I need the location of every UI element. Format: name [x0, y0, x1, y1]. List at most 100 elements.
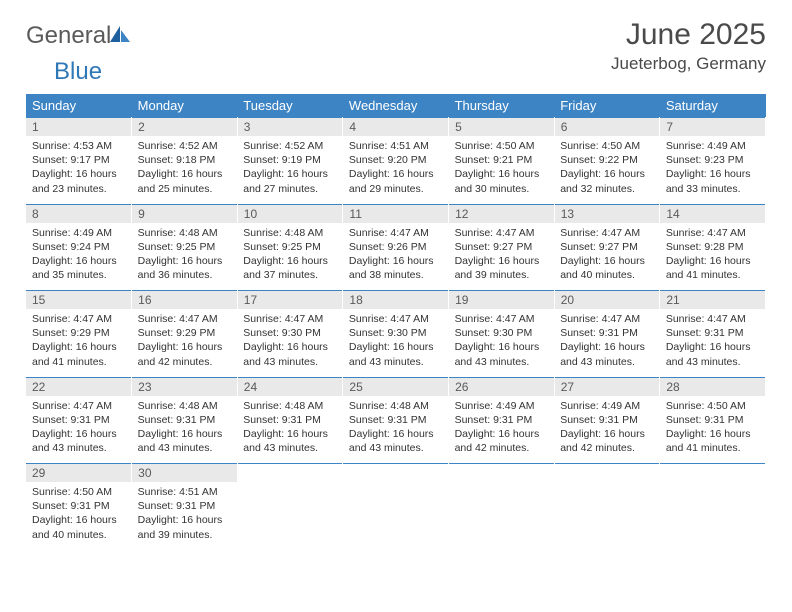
- daylight-line: Daylight: 16 hours and 43 minutes.: [666, 340, 760, 368]
- daylight-line: Daylight: 16 hours and 42 minutes.: [560, 427, 654, 455]
- day-content-cell: Sunrise: 4:49 AMSunset: 9:24 PMDaylight:…: [26, 223, 132, 291]
- daylight-line: Daylight: 16 hours and 38 minutes.: [349, 254, 443, 282]
- day-number-cell: 20: [554, 291, 660, 310]
- day-content-cell: Sunrise: 4:47 AMSunset: 9:31 PMDaylight:…: [554, 309, 660, 377]
- day-number-cell: 21: [660, 291, 766, 310]
- day-number-row: 22232425262728: [26, 377, 766, 396]
- daylight-line: Daylight: 16 hours and 41 minutes.: [666, 427, 760, 455]
- sunrise-line: Sunrise: 4:49 AM: [32, 226, 126, 240]
- sunset-line: Sunset: 9:29 PM: [32, 326, 126, 340]
- sunrise-line: Sunrise: 4:47 AM: [32, 312, 126, 326]
- day-number-cell: 22: [26, 377, 132, 396]
- sunset-line: Sunset: 9:31 PM: [560, 326, 654, 340]
- sunrise-line: Sunrise: 4:48 AM: [349, 399, 443, 413]
- day-content-cell: Sunrise: 4:48 AMSunset: 9:31 PMDaylight:…: [237, 396, 343, 464]
- sunset-line: Sunset: 9:30 PM: [349, 326, 443, 340]
- sunset-line: Sunset: 9:19 PM: [243, 153, 337, 167]
- sunset-line: Sunset: 9:23 PM: [666, 153, 760, 167]
- day-number-cell: [237, 464, 343, 483]
- day-number-row: 891011121314: [26, 204, 766, 223]
- daylight-line: Daylight: 16 hours and 43 minutes.: [243, 340, 337, 368]
- day-number-cell: 19: [449, 291, 555, 310]
- sunrise-line: Sunrise: 4:50 AM: [560, 139, 654, 153]
- sunrise-line: Sunrise: 4:49 AM: [560, 399, 654, 413]
- daylight-line: Daylight: 16 hours and 23 minutes.: [32, 167, 126, 195]
- day-number-row: 2930: [26, 464, 766, 483]
- day-number-cell: [554, 464, 660, 483]
- daylight-line: Daylight: 16 hours and 39 minutes.: [138, 513, 232, 541]
- day-number-cell: 7: [660, 118, 766, 137]
- brand-logo: General Blue: [26, 24, 131, 84]
- sunset-line: Sunset: 9:26 PM: [349, 240, 443, 254]
- sunset-line: Sunset: 9:30 PM: [455, 326, 549, 340]
- day-number-cell: 27: [554, 377, 660, 396]
- sunrise-line: Sunrise: 4:47 AM: [666, 312, 760, 326]
- day-number-cell: 11: [343, 204, 449, 223]
- daylight-line: Daylight: 16 hours and 27 minutes.: [243, 167, 337, 195]
- day-number-cell: [449, 464, 555, 483]
- sunrise-line: Sunrise: 4:48 AM: [138, 399, 232, 413]
- day-number-cell: 1: [26, 118, 132, 137]
- sunset-line: Sunset: 9:28 PM: [666, 240, 760, 254]
- day-content-cell: Sunrise: 4:50 AMSunset: 9:31 PMDaylight:…: [660, 396, 766, 464]
- day-number-cell: 8: [26, 204, 132, 223]
- sail-icon: [109, 25, 131, 48]
- day-content-cell: Sunrise: 4:48 AMSunset: 9:31 PMDaylight:…: [343, 396, 449, 464]
- sunset-line: Sunset: 9:27 PM: [560, 240, 654, 254]
- day-content-cell: [660, 482, 766, 550]
- daylight-line: Daylight: 16 hours and 37 minutes.: [243, 254, 337, 282]
- day-content-cell: Sunrise: 4:49 AMSunset: 9:31 PMDaylight:…: [554, 396, 660, 464]
- day-number-row: 15161718192021: [26, 291, 766, 310]
- location-subtitle: Jueterbog, Germany: [611, 54, 766, 74]
- weekday-header: Thursday: [449, 94, 555, 118]
- day-content-cell: [554, 482, 660, 550]
- day-content-row: Sunrise: 4:49 AMSunset: 9:24 PMDaylight:…: [26, 223, 766, 291]
- day-content-cell: Sunrise: 4:48 AMSunset: 9:25 PMDaylight:…: [132, 223, 238, 291]
- sunset-line: Sunset: 9:31 PM: [32, 413, 126, 427]
- day-number-cell: [343, 464, 449, 483]
- sunrise-line: Sunrise: 4:52 AM: [138, 139, 232, 153]
- sunset-line: Sunset: 9:31 PM: [666, 326, 760, 340]
- sunset-line: Sunset: 9:25 PM: [138, 240, 232, 254]
- sunrise-line: Sunrise: 4:47 AM: [138, 312, 232, 326]
- daylight-line: Daylight: 16 hours and 25 minutes.: [138, 167, 232, 195]
- day-number-cell: 2: [132, 118, 238, 137]
- day-content-row: Sunrise: 4:47 AMSunset: 9:29 PMDaylight:…: [26, 309, 766, 377]
- daylight-line: Daylight: 16 hours and 33 minutes.: [666, 167, 760, 195]
- title-block: June 2025 Jueterbog, Germany: [611, 18, 766, 74]
- daylight-line: Daylight: 16 hours and 43 minutes.: [138, 427, 232, 455]
- sunrise-line: Sunrise: 4:47 AM: [666, 226, 760, 240]
- sunrise-line: Sunrise: 4:47 AM: [32, 399, 126, 413]
- sunrise-line: Sunrise: 4:48 AM: [243, 399, 337, 413]
- day-content-row: Sunrise: 4:53 AMSunset: 9:17 PMDaylight:…: [26, 136, 766, 204]
- daylight-line: Daylight: 16 hours and 43 minutes.: [560, 340, 654, 368]
- sunrise-line: Sunrise: 4:47 AM: [455, 226, 549, 240]
- daylight-line: Daylight: 16 hours and 41 minutes.: [32, 340, 126, 368]
- daylight-line: Daylight: 16 hours and 40 minutes.: [32, 513, 126, 541]
- day-content-cell: Sunrise: 4:49 AMSunset: 9:31 PMDaylight:…: [449, 396, 555, 464]
- weekday-header: Saturday: [660, 94, 766, 118]
- day-content-cell: Sunrise: 4:47 AMSunset: 9:29 PMDaylight:…: [132, 309, 238, 377]
- day-content-cell: [449, 482, 555, 550]
- day-content-cell: Sunrise: 4:47 AMSunset: 9:29 PMDaylight:…: [26, 309, 132, 377]
- sunset-line: Sunset: 9:31 PM: [560, 413, 654, 427]
- day-content-cell: Sunrise: 4:50 AMSunset: 9:22 PMDaylight:…: [554, 136, 660, 204]
- day-number-cell: 9: [132, 204, 238, 223]
- sunset-line: Sunset: 9:31 PM: [349, 413, 443, 427]
- sunset-line: Sunset: 9:31 PM: [666, 413, 760, 427]
- daylight-line: Daylight: 16 hours and 43 minutes.: [243, 427, 337, 455]
- sunrise-line: Sunrise: 4:47 AM: [243, 312, 337, 326]
- daylight-line: Daylight: 16 hours and 41 minutes.: [666, 254, 760, 282]
- day-content-cell: Sunrise: 4:48 AMSunset: 9:25 PMDaylight:…: [237, 223, 343, 291]
- sunset-line: Sunset: 9:31 PM: [138, 413, 232, 427]
- day-number-cell: 28: [660, 377, 766, 396]
- sunset-line: Sunset: 9:31 PM: [243, 413, 337, 427]
- day-number-cell: 6: [554, 118, 660, 137]
- day-content-cell: Sunrise: 4:47 AMSunset: 9:26 PMDaylight:…: [343, 223, 449, 291]
- sunset-line: Sunset: 9:25 PM: [243, 240, 337, 254]
- sunset-line: Sunset: 9:20 PM: [349, 153, 443, 167]
- day-content-cell: Sunrise: 4:47 AMSunset: 9:30 PMDaylight:…: [237, 309, 343, 377]
- header: General Blue June 2025 Jueterbog, German…: [26, 18, 766, 84]
- day-number-cell: 15: [26, 291, 132, 310]
- sunrise-line: Sunrise: 4:51 AM: [349, 139, 443, 153]
